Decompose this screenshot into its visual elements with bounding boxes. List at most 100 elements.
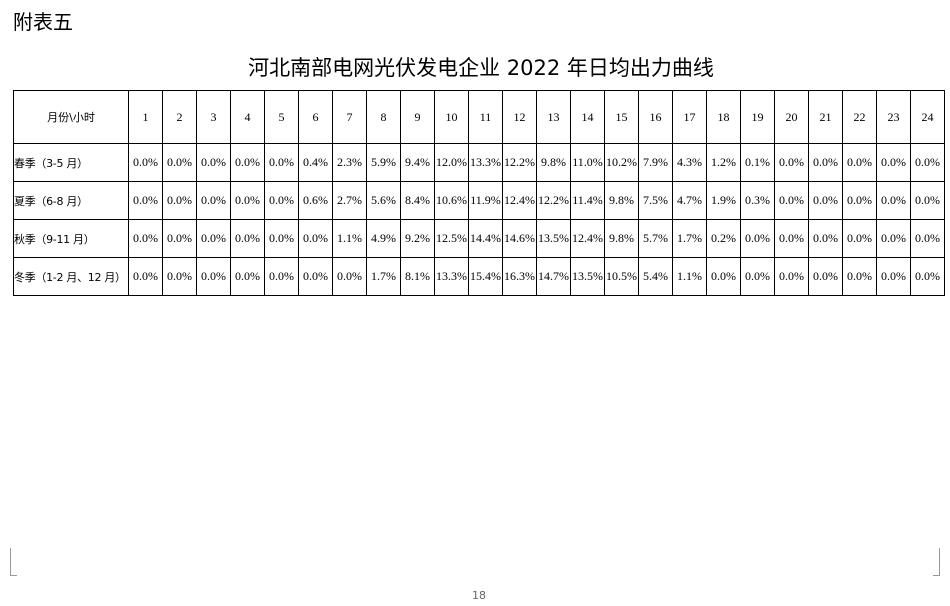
value-cell: 0.0%	[264, 181, 299, 220]
value-cell: 4.7%	[672, 181, 707, 220]
hour-header: 23	[876, 90, 911, 144]
value-cell: 0.0%	[808, 219, 843, 258]
value-cell: 16.3%	[502, 257, 537, 296]
hour-header: 16	[638, 90, 673, 144]
hour-header: 13	[536, 90, 571, 144]
value-cell: 2.7%	[332, 181, 367, 220]
value-cell: 0.0%	[910, 219, 945, 258]
value-cell: 9.8%	[536, 143, 571, 182]
value-cell: 14.4%	[468, 219, 503, 258]
hour-header: 21	[808, 90, 843, 144]
value-cell: 0.0%	[230, 257, 265, 296]
value-cell: 0.3%	[740, 181, 775, 220]
hour-header: 11	[468, 90, 503, 144]
value-cell: 0.0%	[128, 143, 163, 182]
value-cell: 0.0%	[910, 181, 945, 220]
table-header-row: 月份\小时 1 2 3 4 5 6 7 8 9 10 11 12 13 14 15 16 17 18 19 20 21 2…	[13, 90, 945, 144]
value-cell: 1.2%	[706, 143, 741, 182]
value-cell: 0.0%	[196, 257, 231, 296]
value-cell: 0.0%	[774, 143, 809, 182]
value-cell: 0.0%	[230, 143, 265, 182]
value-cell: 9.8%	[604, 181, 639, 220]
season-label: 春季（3-5 月）	[13, 143, 129, 182]
value-cell: 1.1%	[672, 257, 707, 296]
value-cell: 0.0%	[230, 219, 265, 258]
corner-mark-right	[933, 548, 940, 576]
table-row: 春季（3-5 月） 0.0% 0.0% 0.0% 0.0% 0.0% 0.4% 2.3% 5.9…	[13, 143, 945, 182]
value-cell: 0.0%	[332, 257, 367, 296]
hour-header: 17	[672, 90, 707, 144]
value-cell: 9.2%	[400, 219, 435, 258]
value-cell: 8.4%	[400, 181, 435, 220]
hour-header: 24	[910, 90, 945, 144]
value-cell: 14.7%	[536, 257, 571, 296]
value-cell: 13.5%	[536, 219, 571, 258]
value-cell: 7.5%	[638, 181, 673, 220]
value-cell: 0.0%	[740, 219, 775, 258]
corner-mark-left	[10, 548, 17, 576]
value-cell: 0.0%	[162, 257, 197, 296]
value-cell: 0.2%	[706, 219, 741, 258]
value-cell: 10.2%	[604, 143, 639, 182]
value-cell: 0.0%	[128, 257, 163, 296]
value-cell: 0.0%	[162, 219, 197, 258]
hour-header: 15	[604, 90, 639, 144]
hour-header: 12	[502, 90, 537, 144]
value-cell: 0.0%	[706, 257, 741, 296]
value-cell: 9.4%	[400, 143, 435, 182]
appendix-label: 附表五	[13, 10, 73, 34]
hour-header: 9	[400, 90, 435, 144]
value-cell: 1.9%	[706, 181, 741, 220]
value-cell: 5.4%	[638, 257, 673, 296]
value-cell: 0.0%	[876, 143, 911, 182]
value-cell: 12.2%	[536, 181, 571, 220]
value-cell: 0.0%	[842, 257, 877, 296]
value-cell: 0.0%	[910, 143, 945, 182]
value-cell: 12.4%	[570, 219, 605, 258]
value-cell: 13.3%	[434, 257, 469, 296]
value-cell: 8.1%	[400, 257, 435, 296]
value-cell: 0.0%	[910, 257, 945, 296]
value-cell: 0.0%	[196, 219, 231, 258]
value-cell: 0.0%	[264, 143, 299, 182]
value-cell: 0.0%	[842, 143, 877, 182]
page-number: 18	[472, 589, 486, 602]
hour-header: 22	[842, 90, 877, 144]
season-label: 夏季（6-8 月）	[13, 181, 129, 220]
value-cell: 11.4%	[570, 181, 605, 220]
value-cell: 12.2%	[502, 143, 537, 182]
value-cell: 0.0%	[196, 181, 231, 220]
output-curve-table: 月份\小时 1 2 3 4 5 6 7 8 9 10 11 12 13 14 15 16 17 18 19 20 21 2…	[13, 90, 945, 296]
value-cell: 5.7%	[638, 219, 673, 258]
value-cell: 0.0%	[808, 143, 843, 182]
value-cell: 0.0%	[740, 257, 775, 296]
hour-header: 19	[740, 90, 775, 144]
table-row: 秋季（9-11 月） 0.0% 0.0% 0.0% 0.0% 0.0% 0.0% 1.1% 4.…	[13, 219, 945, 258]
value-cell: 0.0%	[128, 181, 163, 220]
value-cell: 10.6%	[434, 181, 469, 220]
value-cell: 10.5%	[604, 257, 639, 296]
value-cell: 0.0%	[774, 257, 809, 296]
value-cell: 0.0%	[298, 257, 333, 296]
value-cell: 9.8%	[604, 219, 639, 258]
value-cell: 1.7%	[366, 257, 401, 296]
value-cell: 12.5%	[434, 219, 469, 258]
hour-header: 10	[434, 90, 469, 144]
value-cell: 1.1%	[332, 219, 367, 258]
value-cell: 7.9%	[638, 143, 673, 182]
hour-header: 2	[162, 90, 197, 144]
value-cell: 0.0%	[876, 257, 911, 296]
value-cell: 2.3%	[332, 143, 367, 182]
hour-header: 7	[332, 90, 367, 144]
value-cell: 0.4%	[298, 143, 333, 182]
value-cell: 11.0%	[570, 143, 605, 182]
value-cell: 0.0%	[842, 219, 877, 258]
value-cell: 0.0%	[774, 219, 809, 258]
value-cell: 12.4%	[502, 181, 537, 220]
value-cell: 0.0%	[808, 181, 843, 220]
value-cell: 0.0%	[842, 181, 877, 220]
value-cell: 1.7%	[672, 219, 707, 258]
value-cell: 0.0%	[162, 143, 197, 182]
value-cell: 5.9%	[366, 143, 401, 182]
value-cell: 12.0%	[434, 143, 469, 182]
